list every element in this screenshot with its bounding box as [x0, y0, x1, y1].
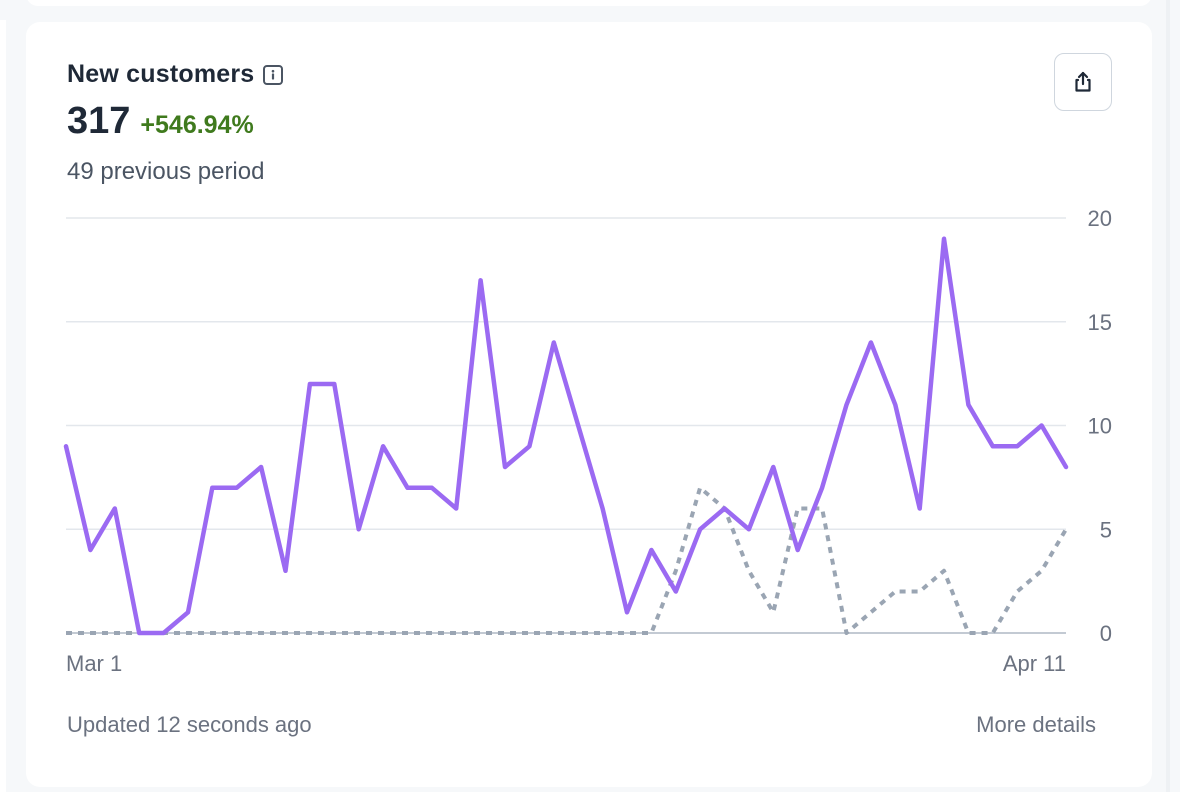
updated-timestamp: Updated 12 seconds ago	[67, 712, 312, 737]
new-customers-line-chart: 0 5 10 15 20 Mar 1 Apr 11	[63, 206, 1112, 676]
info-icon[interactable]	[263, 64, 284, 85]
x-tick-label: Mar 1	[66, 651, 122, 676]
previous-card-edge	[26, 0, 1152, 6]
y-tick-label: 0	[1100, 621, 1112, 646]
right-panel-edge	[1166, 0, 1170, 792]
x-tick-label: Apr 11	[1003, 651, 1066, 676]
metric-row: 317 +546.94%	[67, 100, 254, 143]
y-tick-label: 10	[1088, 414, 1112, 439]
previous-period-series-line	[66, 485, 1068, 635]
new-customers-card: New customers 317 +546.94% 49 previous p…	[26, 22, 1152, 787]
y-axis-ticks: 0 5 10 15 20	[1088, 206, 1112, 646]
y-tick-label: 15	[1088, 310, 1112, 335]
card-title: New customers	[67, 60, 255, 88]
y-tick-label: 5	[1100, 517, 1112, 542]
share-upload-icon	[1075, 71, 1091, 92]
current-period-series-line	[63, 236, 1069, 636]
metric-change-badge: +546.94%	[140, 111, 254, 139]
y-tick-label: 20	[1088, 206, 1112, 231]
info-glyph	[272, 69, 275, 79]
previous-period-text: 49 previous period	[67, 158, 265, 185]
metric-value: 317	[67, 100, 131, 142]
export-button[interactable]	[1054, 53, 1112, 111]
left-panel-edge	[0, 20, 6, 792]
x-axis-ticks: Mar 1 Apr 11	[66, 651, 1066, 676]
more-details-link[interactable]: More details	[976, 712, 1096, 737]
card-header: New customers	[67, 60, 284, 89]
grid-lines	[66, 217, 1066, 634]
series-lines	[63, 236, 1069, 636]
